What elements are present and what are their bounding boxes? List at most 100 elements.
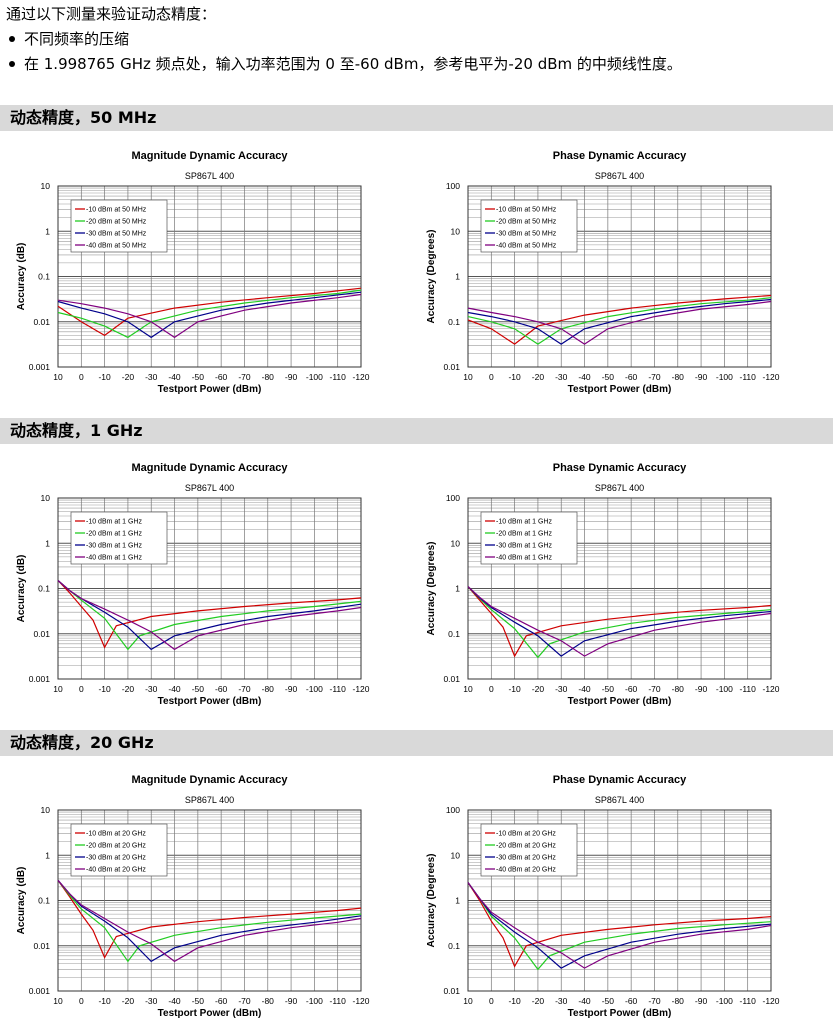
series-line (57, 879, 362, 963)
x-tick-label: -110 (329, 372, 346, 382)
x-tick-label: -100 (716, 372, 733, 382)
x-tick-label: -100 (716, 996, 733, 1006)
x-tick-label: -70 (648, 684, 661, 694)
plot-border (57, 809, 362, 992)
legend-box (480, 199, 578, 253)
legend-label: -40 dBm at 1 GHz (496, 555, 553, 562)
x-tick-label: -60 (215, 372, 228, 382)
x-tick-label: -20 (532, 996, 545, 1006)
y-tick-label: 100 (446, 493, 460, 503)
bullet-dot-icon (9, 35, 15, 42)
x-tick-label: -90 (285, 996, 298, 1006)
series-line (467, 586, 772, 657)
x-tick-label: 10 (53, 996, 63, 1006)
legend-label: -20 dBm at 50 MHz (496, 219, 557, 226)
series-line (57, 287, 362, 337)
legend-label: -20 dBm at 1 GHz (496, 531, 553, 538)
intro: 通过以下测量来验证动态精度： 不同频率的压缩 在 1.998765 GHz 频点… (6, 2, 826, 76)
legend-label: -30 dBm at 50 MHz (86, 231, 147, 238)
legend-label: -10 dBm at 20 GHz (496, 831, 556, 838)
x-tick-label: -120 (352, 372, 369, 382)
x-tick-label: -80 (262, 372, 275, 382)
x-tick-label: -40 (168, 996, 181, 1006)
x-tick-label: -100 (306, 684, 323, 694)
y-tick-label: 0.1 (38, 272, 50, 282)
plot-border (467, 809, 772, 992)
x-tick-label: -10 (98, 996, 111, 1006)
x-tick-label: -70 (648, 996, 661, 1006)
series-line (467, 882, 772, 968)
x-tick-label: 0 (489, 996, 494, 1006)
x-tick-label: -100 (306, 372, 323, 382)
legend-label: -40 dBm at 20 GHz (496, 867, 556, 874)
x-tick-label: -40 (168, 684, 181, 694)
x-axis-label: Testport Power (dBm) (568, 384, 672, 395)
legend-box (70, 511, 168, 565)
x-tick-label: -30 (555, 372, 568, 382)
y-tick-label: 10 (41, 181, 51, 191)
x-tick-label: -10 (98, 684, 111, 694)
y-tick-label: 10 (451, 850, 461, 860)
section-header-20ghz: 动态精度，20 GHz (0, 730, 833, 756)
y-tick-label: 0.01 (443, 986, 460, 996)
plot-border (467, 185, 772, 368)
plot-border (57, 497, 362, 680)
x-tick-label: 10 (463, 996, 473, 1006)
x-tick-label: 0 (79, 684, 84, 694)
x-axis-label: Testport Power (dBm) (568, 1008, 672, 1019)
x-tick-label: -120 (762, 372, 779, 382)
y-tick-label: 1 (455, 896, 460, 906)
legend-label: -10 dBm at 50 MHz (86, 207, 147, 214)
legend-label: -30 dBm at 50 MHz (496, 231, 557, 238)
legend-label: -20 dBm at 50 MHz (86, 219, 147, 226)
x-tick-label: -110 (739, 684, 756, 694)
x-tick-label: -30 (555, 996, 568, 1006)
y-tick-label: 1 (455, 272, 460, 282)
y-tick-label: 10 (41, 805, 51, 815)
x-tick-label: -10 (508, 372, 521, 382)
x-tick-label: 0 (489, 372, 494, 382)
y-axis-label: Accuracy (Degrees) (426, 854, 437, 948)
legend-label: -20 dBm at 20 GHz (496, 843, 556, 850)
x-tick-label: -10 (508, 684, 521, 694)
series-line (57, 879, 362, 959)
x-tick-label: -90 (695, 372, 708, 382)
y-tick-label: 0.01 (33, 629, 50, 639)
y-axis-label: Accuracy (Degrees) (426, 230, 437, 324)
legend-label: -40 dBm at 50 MHz (86, 243, 147, 250)
legend-label: -20 dBm at 1 GHz (86, 531, 143, 538)
x-tick-label: -80 (672, 372, 685, 382)
chart-subtitle: SP867L 400 (595, 795, 644, 805)
chart-magnitude-1ghz: Magnitude Dynamic Accuracy SP867L 400 10 0 -… (16, 462, 370, 707)
series-line (57, 293, 362, 339)
x-tick-label: -90 (285, 684, 298, 694)
x-tick-label: 10 (53, 372, 63, 382)
x-tick-label: -80 (672, 684, 685, 694)
y-tick-label: 0.1 (38, 896, 50, 906)
series-line (57, 879, 362, 963)
series-line (57, 580, 362, 649)
y-tick-label: 0.01 (443, 674, 460, 684)
series-line (467, 586, 772, 658)
legend-box (70, 199, 168, 253)
chart-title: Magnitude Dynamic Accuracy (131, 462, 288, 474)
series-line (467, 300, 772, 345)
legend-label: -10 dBm at 50 MHz (496, 207, 557, 214)
legend-label: -30 dBm at 1 GHz (86, 543, 143, 550)
plot-border (57, 185, 362, 368)
y-tick-label: 1 (45, 538, 50, 548)
series-line (467, 882, 772, 969)
x-tick-label: -100 (306, 996, 323, 1006)
x-tick-label: -30 (145, 996, 158, 1006)
y-tick-label: 0.01 (443, 362, 460, 372)
series-line (467, 586, 772, 659)
x-tick-label: -110 (329, 996, 346, 1006)
series-line (57, 580, 362, 651)
x-tick-label: -40 (168, 372, 181, 382)
x-tick-label: -50 (602, 684, 615, 694)
x-tick-label: -20 (122, 372, 135, 382)
x-tick-label: -120 (352, 684, 369, 694)
legend-label: -40 dBm at 50 MHz (496, 243, 557, 250)
